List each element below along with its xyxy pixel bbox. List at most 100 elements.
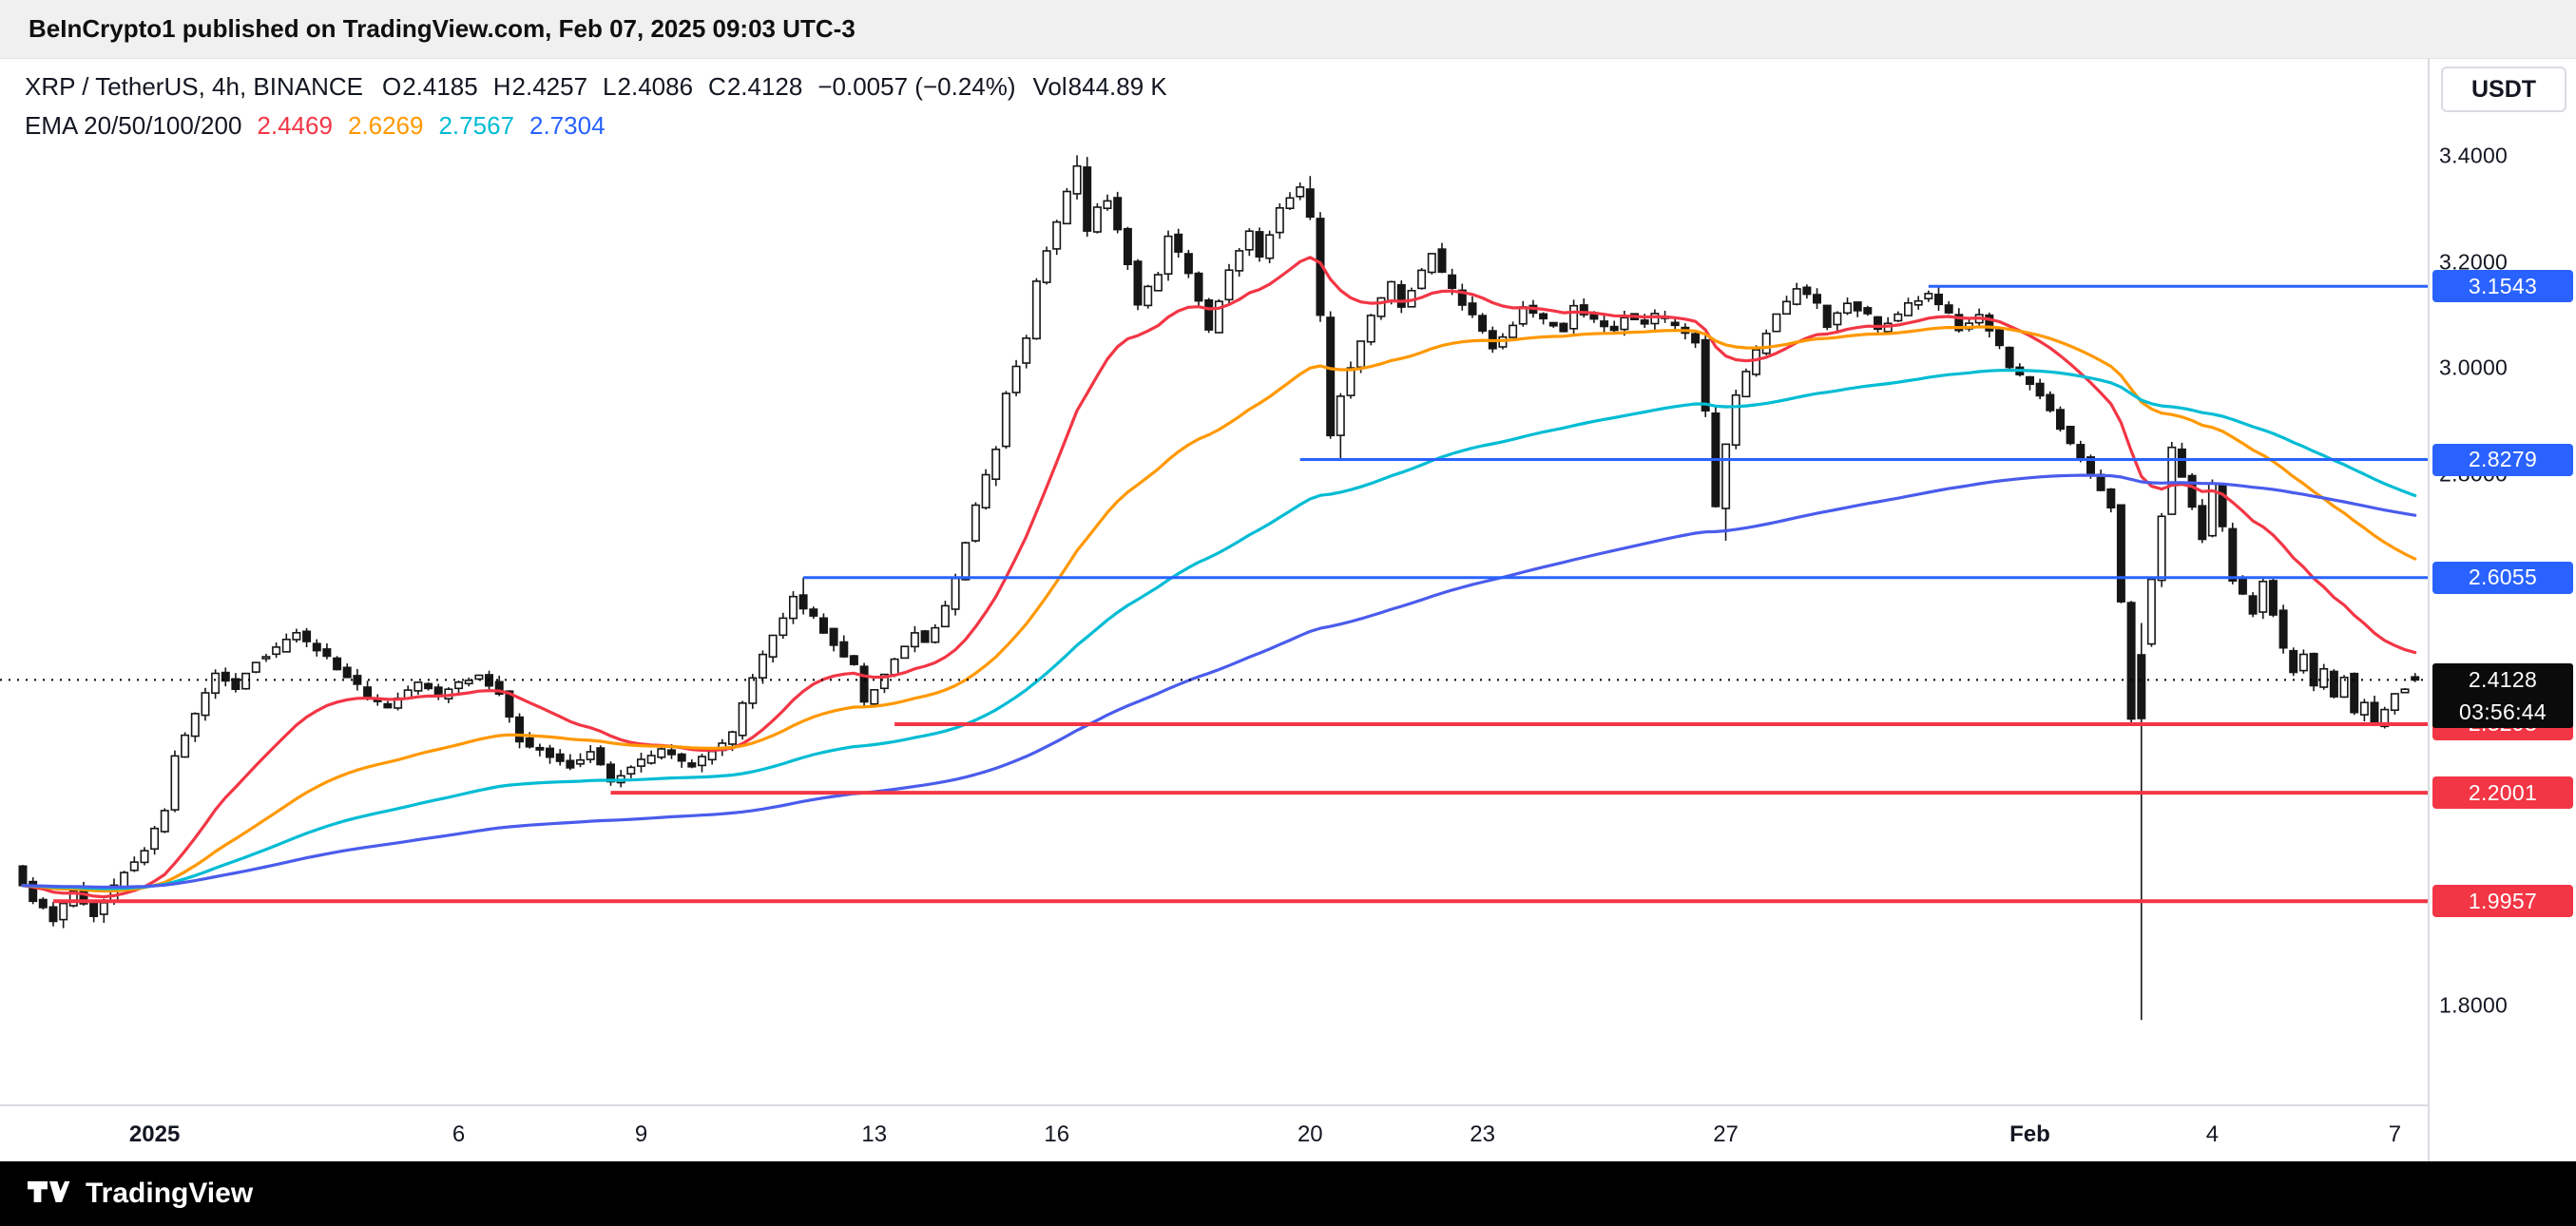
candle-body — [2278, 609, 2288, 649]
price-level-badge[interactable]: 2.6055 — [2432, 561, 2573, 594]
candle-body — [1031, 280, 1041, 340]
candle-body — [1387, 280, 1396, 302]
candle-body — [2339, 676, 2349, 699]
candle-body — [1539, 313, 1548, 320]
price-level-badge[interactable]: 2.8279 — [2432, 443, 2573, 476]
price-axis[interactable]: USDT 3.40003.20003.00002.80001.80003.154… — [2428, 59, 2576, 1161]
candle-body — [1721, 443, 1731, 509]
current-price-badge[interactable]: 2.4128 03:56:44 — [2432, 663, 2573, 729]
candle-body — [596, 747, 606, 766]
candle-body — [687, 762, 697, 768]
candle-body — [29, 880, 38, 903]
candle-body — [1833, 312, 1842, 326]
candle-body — [1752, 349, 1761, 375]
candle-body — [809, 608, 818, 617]
candle-body — [261, 656, 271, 660]
ohlc-open: O2.4185 — [381, 72, 478, 101]
candle-body — [2390, 693, 2399, 712]
symbol-title[interactable]: XRP / TetherUS, 4h, BINANCE — [25, 72, 363, 101]
candle-body — [1083, 166, 1092, 232]
candle-body — [241, 672, 251, 690]
candle-body — [231, 678, 240, 690]
candle-body — [2238, 578, 2247, 595]
candle-body — [1813, 294, 1822, 304]
candle-body — [2359, 701, 2369, 716]
candle-body — [677, 753, 686, 762]
candle-body — [221, 671, 230, 682]
footer-bar: TradingView — [0, 1161, 2576, 1226]
candle-body — [272, 646, 281, 656]
candle-body — [1640, 319, 1649, 325]
candle-body — [991, 448, 1001, 480]
candle-body — [190, 713, 200, 738]
candle-body — [140, 850, 149, 864]
candle-body — [383, 702, 393, 709]
candle-body — [2137, 654, 2146, 719]
candle-body — [870, 688, 879, 705]
candle-body — [1296, 186, 1305, 198]
candle-body — [2177, 448, 2186, 478]
tradingview-brand[interactable]: TradingView — [86, 1178, 254, 1209]
candle-body — [2298, 653, 2308, 672]
candle-body — [1305, 188, 1315, 219]
candle-body — [1174, 233, 1183, 253]
time-tick-label: Feb — [2009, 1121, 2050, 1147]
candle-body — [2289, 649, 2298, 674]
candle-body — [2066, 425, 2075, 445]
candle-body — [981, 473, 990, 509]
candle-body — [1874, 316, 1883, 331]
candle-body — [48, 906, 58, 923]
candle-bodies — [18, 164, 2420, 923]
candle-body — [657, 748, 666, 758]
candle-body — [738, 701, 747, 737]
candle-body — [1609, 325, 1619, 332]
chart-legend: XRP / TetherUS, 4h, BINANCE O2.4185 H2.4… — [25, 72, 1182, 150]
candle-body — [961, 542, 971, 581]
candle-body — [424, 682, 433, 690]
candle-body — [1670, 321, 1680, 327]
candle-body — [798, 594, 808, 610]
candle-body — [2411, 676, 2420, 681]
candle-body — [1559, 322, 1568, 333]
candle-body — [302, 630, 312, 642]
candle-body — [1934, 294, 1944, 306]
candle-body — [1448, 274, 1457, 289]
candle-body — [1042, 250, 1051, 283]
price-level-badge[interactable]: 3.1543 — [2432, 270, 2573, 303]
candle-body — [2035, 382, 2045, 397]
candle-body — [1853, 301, 1862, 312]
candle-body — [940, 604, 950, 628]
candlestick-chart[interactable] — [0, 59, 2428, 1104]
candle-body — [170, 755, 180, 811]
candle-body — [292, 631, 301, 641]
price-level-badge[interactable]: 2.2001 — [2432, 776, 2573, 810]
ohlc-close: C2.4128 — [708, 72, 803, 101]
price-tick-label: 3.2000 — [2439, 249, 2509, 275]
candle-body — [1183, 253, 1193, 275]
candle-body — [342, 666, 352, 679]
ema-values: 2.4469 2.6269 2.7567 2.7304 — [241, 111, 605, 141]
candle-body — [1123, 227, 1132, 265]
candle-body — [494, 680, 504, 696]
candle-body — [1518, 306, 1528, 325]
candle-body — [586, 751, 595, 760]
candle-body — [879, 673, 889, 690]
candle-body — [748, 677, 758, 704]
candle-body — [646, 755, 656, 764]
candle-body — [1650, 313, 1660, 325]
ema-value: 2.4469 — [257, 111, 333, 140]
time-tick-label: 9 — [634, 1121, 648, 1147]
candle-body — [1579, 304, 1588, 316]
tradingview-logo-icon[interactable] — [27, 1175, 70, 1214]
time-axis[interactable]: 2025 6 9 13 16 20 23 27 Feb 4 7 — [0, 1104, 2428, 1161]
candle-body — [1244, 230, 1254, 251]
price-level-badge[interactable]: 1.9957 — [2432, 885, 2573, 918]
ema-50-line — [21, 325, 2417, 893]
currency-toggle-button[interactable]: USDT — [2441, 67, 2566, 112]
candle-body — [1001, 393, 1010, 448]
symbol-row: XRP / TetherUS, 4h, BINANCE O2.4185 H2.4… — [25, 72, 1182, 102]
candle-body — [1913, 299, 1923, 306]
candle-body — [910, 632, 919, 648]
ema-indicator-label[interactable]: EMA 20/50/100/200 — [25, 111, 242, 140]
chart-area[interactable]: XRP / TetherUS, 4h, BINANCE O2.4185 H2.4… — [0, 59, 2576, 1161]
